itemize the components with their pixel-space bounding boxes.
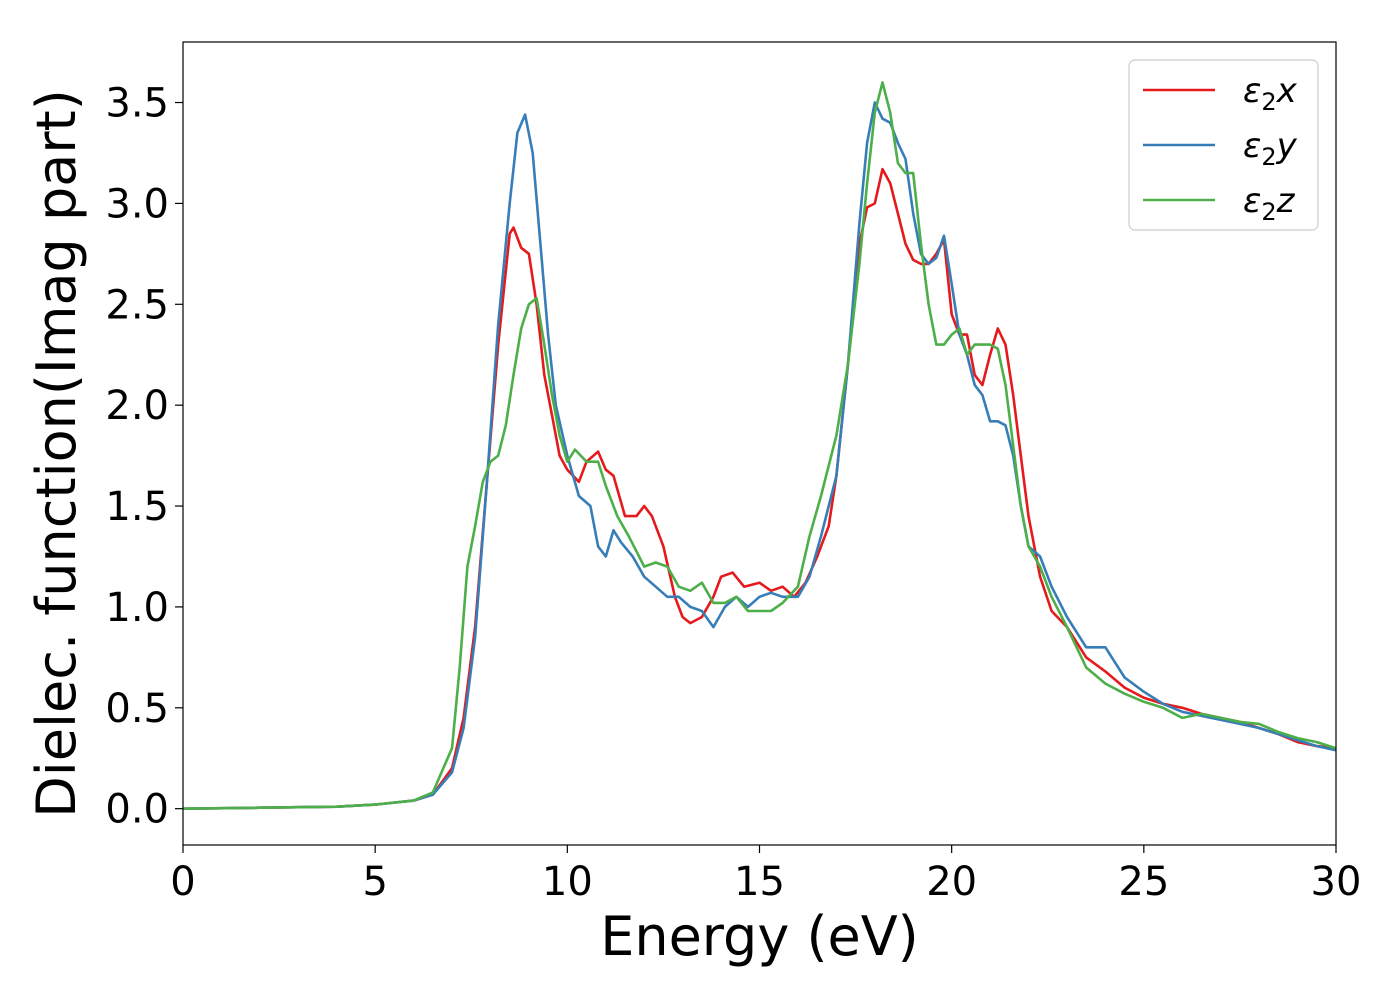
x-axis-label: Energy (eV) — [600, 905, 919, 968]
y-axis: 0.0 0.5 1.0 1.5 2.0 2.5 3.0 3.5 — [105, 81, 183, 833]
legend-item: ε2z — [1143, 181, 1296, 226]
x-tick-label: 5 — [362, 859, 387, 905]
plot-area — [183, 81, 1336, 810]
x-tick-label: 15 — [734, 859, 785, 905]
x-tick-label: 20 — [926, 859, 977, 905]
y-axis-label: Dielec. function(Imag part) — [25, 89, 88, 818]
y-tick-label: 2.5 — [105, 282, 169, 328]
series-line-1 — [183, 167, 1336, 810]
x-tick-label: 30 — [1311, 859, 1362, 905]
x-tick-label: 10 — [542, 859, 593, 905]
y-tick-label: 1.5 — [105, 484, 169, 530]
x-axis: 0 5 10 15 20 25 30 — [170, 845, 1361, 905]
legend-label: ε2y — [1243, 126, 1298, 171]
legend-item: ε2y — [1143, 126, 1298, 171]
y-tick-label: 3.5 — [105, 81, 169, 127]
legend: ε2x ε2y ε2z — [1128, 59, 1319, 231]
y-tick-label: 3.0 — [105, 181, 169, 227]
x-tick-label: 0 — [170, 859, 195, 905]
plot-frame — [182, 41, 1337, 846]
legend-label: ε2x — [1243, 71, 1298, 116]
y-tick-label: 2.0 — [105, 383, 169, 429]
legend-label: ε2z — [1243, 181, 1296, 226]
x-tick-label: 25 — [1118, 859, 1169, 905]
legend-box — [1128, 59, 1319, 231]
series-line-2 — [183, 101, 1336, 810]
y-tick-label: 0.0 — [105, 787, 169, 833]
series-line-3 — [183, 81, 1336, 810]
y-tick-label: 0.5 — [105, 686, 169, 732]
legend-item: ε2x — [1143, 71, 1298, 116]
y-tick-label: 1.0 — [105, 585, 169, 631]
